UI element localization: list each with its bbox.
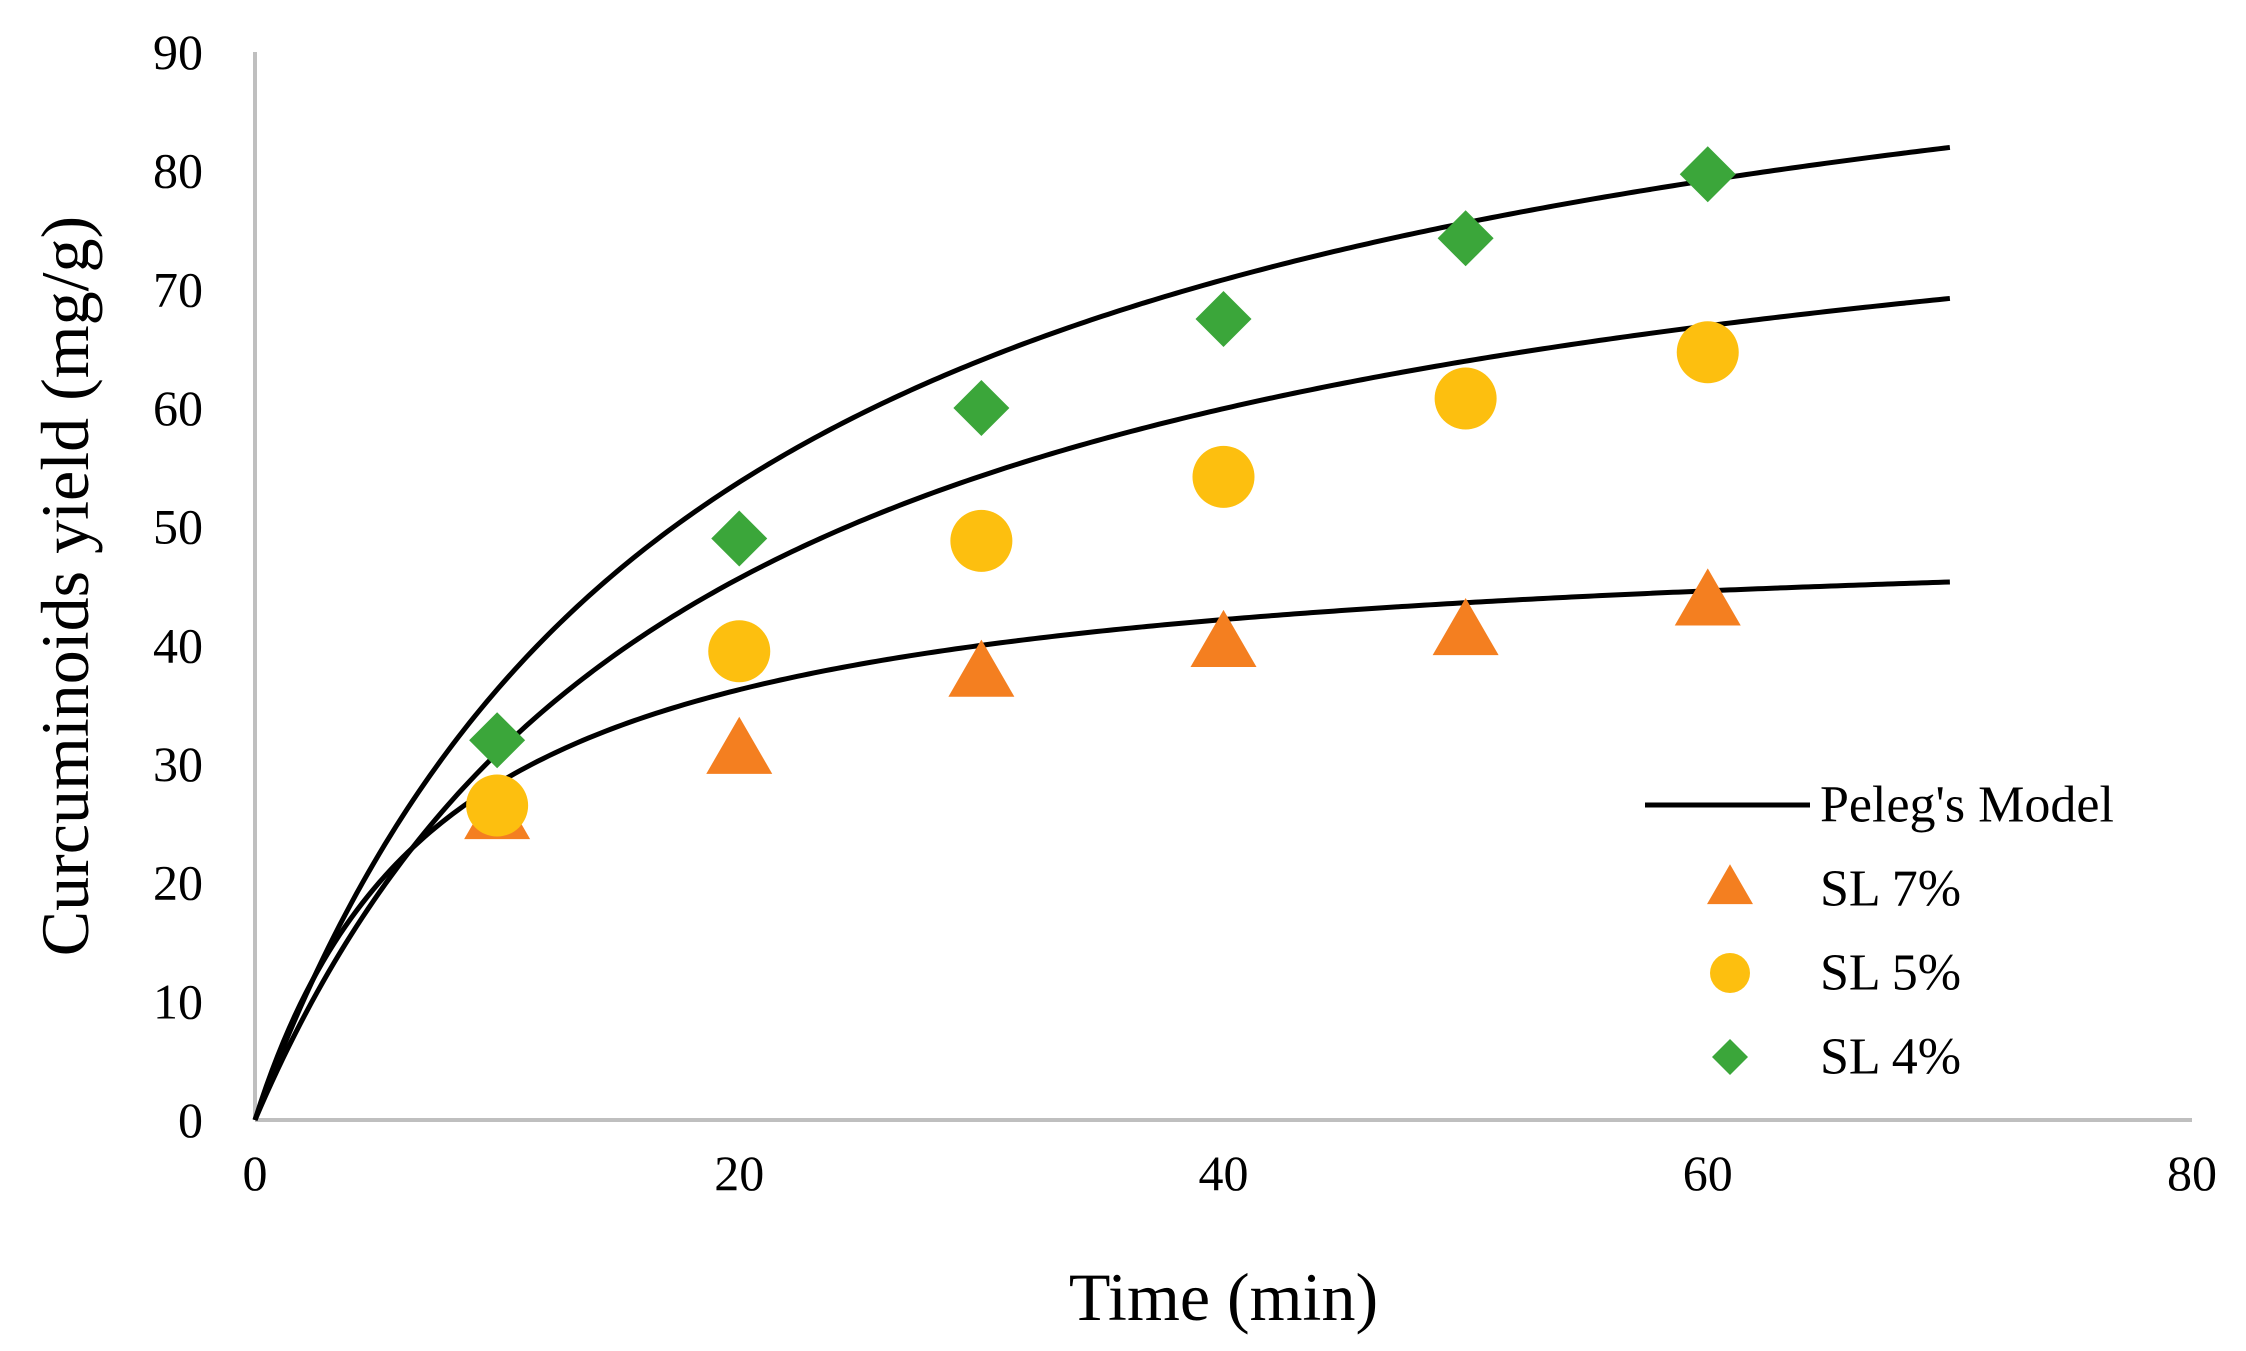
x-tick-label: 80 (2167, 1145, 2217, 1201)
legend-marker-icon (1707, 864, 1753, 905)
y-tick-label: 70 (153, 261, 203, 317)
data-point (1190, 609, 1257, 668)
data-point (466, 774, 529, 837)
legend: Peleg's Model SL 7% SL 5% SL 4% (1645, 777, 2114, 1086)
y-tick-label: 90 (153, 24, 203, 80)
data-point (706, 716, 773, 774)
y-tick-label: 10 (153, 973, 203, 1029)
legend-marker-icon (1712, 1039, 1748, 1075)
x-axis-title: Time (min) (1069, 1259, 1378, 1335)
data-point (1195, 291, 1252, 347)
data-point (953, 380, 1010, 436)
y-tick-label: 0 (178, 1092, 203, 1148)
legend-label: SL 7% (1820, 861, 1961, 918)
data-point (1437, 210, 1494, 267)
y-tick-label: 30 (153, 736, 203, 792)
x-tick-label: 40 (1199, 1145, 1249, 1201)
data-point (711, 510, 768, 567)
x-tick-label: 0 (243, 1145, 268, 1201)
data-point (1192, 445, 1255, 508)
axes: 0 10 20 30 40 50 60 70 80 90 0 20 40 60 80 Time (min) Cu… (27, 24, 2217, 1335)
y-tick-label: 20 (153, 855, 203, 911)
legend-label: Peleg's Model (1820, 777, 2114, 834)
x-tick-label: 60 (1683, 1145, 1733, 1201)
x-tick-label: 20 (714, 1145, 764, 1201)
data-point (708, 620, 771, 683)
legend-label: SL 5% (1820, 945, 1961, 1002)
data-point (1434, 367, 1497, 430)
data-point (469, 712, 526, 769)
y-tick-label: 40 (153, 617, 203, 673)
data-point (1676, 321, 1739, 384)
model-curve (252, 144, 1951, 1121)
data-point (1679, 146, 1736, 203)
legend-label: SL 4% (1820, 1029, 1961, 1086)
y-tick-label: 60 (153, 380, 203, 436)
data-point (1432, 598, 1499, 656)
y-tick-label: 80 (153, 143, 203, 199)
data-point (1674, 568, 1741, 626)
model-curves (252, 144, 1951, 1121)
legend-marker-icon (1710, 953, 1750, 993)
model-curve (252, 579, 1950, 1121)
data-point (950, 509, 1013, 572)
data-points (464, 146, 1741, 840)
model-curve (252, 295, 1951, 1121)
y-axis-title: Curcuminoids yield (mg/g) (27, 216, 103, 956)
y-tick-label: 50 (153, 499, 203, 555)
data-point (948, 639, 1015, 697)
